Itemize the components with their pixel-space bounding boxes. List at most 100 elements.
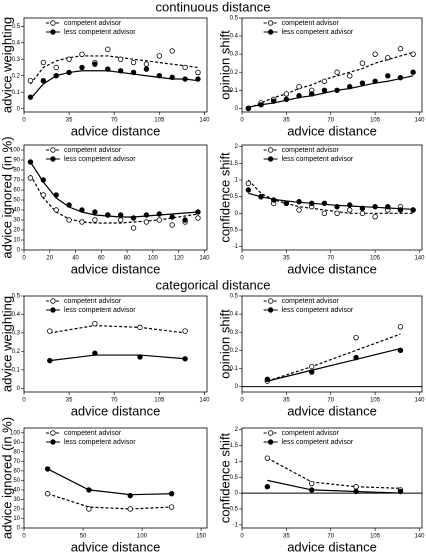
x-tick-label: 80 (124, 256, 131, 262)
x-tick-label: 140 (414, 256, 425, 262)
x-tick-label: 35 (283, 398, 290, 404)
plot-frame (23, 295, 208, 393)
data-point (40, 59, 47, 66)
data-point (359, 205, 366, 212)
y-axis-label: advice ignored (in %) (0, 136, 14, 258)
y-tick-label: 80 (13, 449, 20, 455)
x-axis-label: advice distance (287, 403, 377, 418)
y-tick-label: 100 (10, 430, 21, 436)
data-point (397, 324, 404, 330)
data-point (321, 200, 328, 207)
plot-frame (23, 427, 208, 529)
data-point (27, 77, 34, 84)
x-tick-label: 60 (98, 256, 105, 262)
y-tick-label: 0.3 (230, 330, 239, 336)
plot-frame (241, 17, 423, 113)
data-point (195, 69, 201, 76)
data-point (372, 78, 378, 84)
x-tick-label: 70 (327, 398, 334, 404)
y-tick-label: 10 (13, 238, 20, 244)
data-point (372, 203, 378, 210)
data-point (245, 105, 252, 112)
x-tick-label: 35 (283, 118, 290, 124)
x-axis-label: advice distance (71, 539, 161, 554)
data-point (47, 357, 53, 364)
legend-label: competent advisor (64, 430, 122, 437)
x-tick-label: 20 (46, 256, 53, 262)
data-point (385, 73, 391, 79)
data-point (309, 363, 315, 370)
y-tick-label: 0 (235, 211, 239, 217)
y-tick-label: 0 (235, 106, 239, 112)
y-tick-label: 20 (13, 507, 20, 513)
fit-line (267, 479, 401, 494)
data-point (182, 356, 188, 362)
x-tick-label: 70 (111, 118, 118, 124)
data-point (168, 491, 175, 497)
y-tick-label: 40 (13, 487, 20, 493)
data-point (309, 480, 315, 487)
legend-marker (267, 439, 274, 445)
y-tick-label: 2 (235, 427, 239, 433)
data-point (410, 207, 416, 213)
fit-line (49, 354, 186, 362)
legend-marker (267, 29, 274, 35)
data-point (156, 53, 163, 59)
y-tick-label: 0.4 (12, 40, 21, 46)
y-tick-label: 60 (13, 188, 20, 194)
legend-label: less competent advisor (64, 307, 136, 314)
data-point (359, 60, 366, 66)
data-point (79, 64, 85, 71)
data-point (66, 217, 72, 223)
legend-marker (50, 430, 56, 436)
data-point (397, 347, 404, 354)
data-point (117, 56, 124, 62)
data-point (385, 55, 391, 61)
data-point (353, 488, 359, 495)
data-point (347, 73, 353, 79)
data-point (410, 69, 416, 75)
data-point (86, 487, 92, 493)
legend-marker (267, 307, 274, 313)
data-point (283, 96, 290, 103)
fit-line (267, 333, 401, 382)
plot-frame (241, 144, 423, 251)
data-point (92, 209, 98, 215)
y-tick-label: -0.5 (228, 507, 239, 513)
data-point (169, 222, 175, 228)
data-point (40, 177, 47, 183)
data-point (105, 212, 111, 218)
data-point (27, 159, 34, 165)
x-tick-label: 140 (199, 118, 210, 124)
y-tick-label: 90 (13, 440, 20, 446)
data-point (353, 484, 359, 490)
data-point (47, 328, 53, 334)
data-point (143, 66, 150, 72)
data-point (270, 98, 277, 104)
data-point (283, 200, 290, 207)
x-tick-label: 105 (370, 256, 381, 262)
data-point (321, 210, 328, 217)
data-point (105, 66, 111, 72)
x-tick-label: 100 (148, 256, 159, 262)
x-tick-label: 0 (22, 118, 26, 124)
y-axis-label: advice weighting (0, 17, 14, 113)
y-tick-label: 0.3 (230, 52, 239, 58)
data-point (127, 492, 133, 499)
data-point (397, 46, 404, 52)
data-point (92, 320, 98, 327)
data-point (195, 215, 201, 221)
x-tick-label: 0 (240, 534, 244, 540)
fit-line (267, 457, 401, 489)
x-tick-label: 120 (174, 256, 185, 262)
data-point (169, 214, 175, 220)
data-point (130, 69, 137, 76)
fit-line (49, 324, 186, 334)
data-point (156, 73, 163, 79)
y-tick-label: 0.3 (12, 57, 21, 63)
data-point (182, 217, 188, 223)
x-tick-label: 105 (370, 118, 381, 124)
data-point (169, 74, 175, 81)
data-point (372, 213, 378, 220)
data-point (245, 187, 252, 193)
